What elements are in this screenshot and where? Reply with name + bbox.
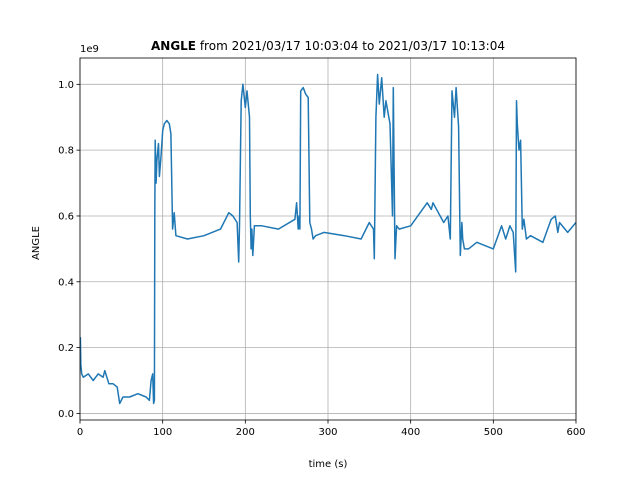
grid: [79, 58, 577, 420]
x-tick-label: 600: [566, 427, 585, 438]
x-tick-label: 100: [153, 427, 172, 438]
y-tick-label: 0.2: [58, 343, 74, 354]
x-tick-label: 500: [484, 427, 503, 438]
chart-title-bold: ANGLE: [151, 39, 196, 53]
chart-title-rest: from 2021/03/17 10:03:04 to 2021/03/17 1…: [196, 39, 505, 53]
x-tick-label: 300: [318, 427, 337, 438]
x-tick-label: 200: [236, 427, 255, 438]
y-tick-label: 0.4: [58, 277, 74, 288]
x-axis-ticks: 0 100 200 300 400 500 600: [77, 420, 586, 438]
y-tick-label: 1.0: [58, 80, 74, 91]
y-axis-ticks: 0.0 0.2 0.4 0.6 0.8 1.0: [58, 80, 80, 420]
y-axis-label: ANGLE: [31, 226, 42, 260]
y-tick-label: 0.0: [58, 409, 74, 420]
series-line: [80, 73, 576, 405]
y-offset-text: 1e9: [80, 44, 99, 55]
series-layer: [80, 73, 576, 405]
x-tick-label: 400: [401, 427, 420, 438]
x-axis-label: time (s): [309, 459, 348, 470]
chart-title: ANGLE from 2021/03/17 10:03:04 to 2021/0…: [151, 39, 505, 53]
y-tick-label: 0.8: [58, 146, 74, 157]
x-tick-label: 0: [77, 427, 83, 438]
y-tick-label: 0.6: [58, 211, 74, 222]
